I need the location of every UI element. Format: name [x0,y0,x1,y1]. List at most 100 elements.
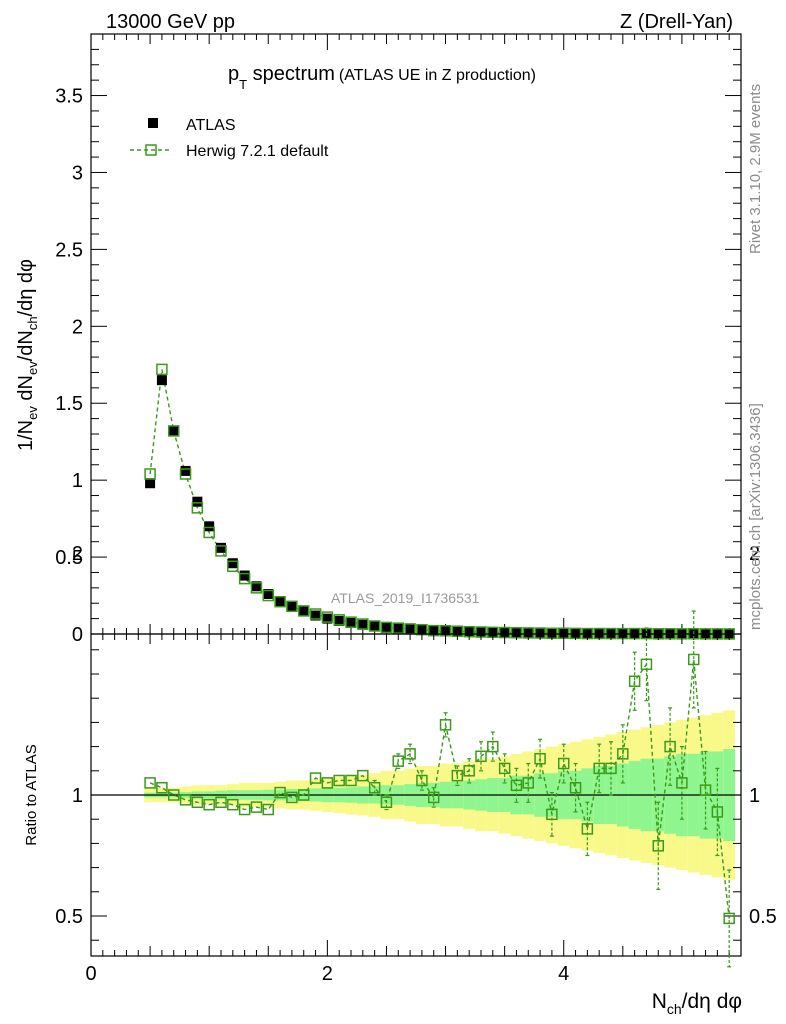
atlas-point [286,601,297,612]
atlas-point [275,596,286,607]
atlas-point [511,627,522,638]
legend: ATLAS Herwig 7.2.1 default [130,117,329,160]
herwig-point [368,620,381,632]
main-axes: 0 0.5 1 1.5 2 2.5 3 3.5 [55,33,742,646]
atlas-point [216,542,226,553]
atlas-point [452,626,463,637]
atlas-point [204,521,215,532]
herwig-ratio-point [569,781,582,794]
herwig-ratio-point [357,769,369,782]
herwig-point [274,595,286,608]
herwig-point [297,605,310,617]
herwig-ratio-point [286,791,298,804]
mcplots-label: mcplots.cern.ch [arXiv:1306.3436] [747,403,764,630]
atlas-point [428,625,439,636]
atlas-point [535,628,546,639]
legend-marker-atlas [148,118,158,128]
herwig-ratio-point [463,765,475,777]
herwig-ratio-point [546,808,558,821]
atlas-point [558,628,569,639]
y-tick-label: 2 [72,316,83,338]
atlas-point [546,628,557,639]
y-tick-label: 3 [72,162,83,184]
herwig-point [179,468,192,480]
herwig-point [238,572,251,585]
atlas-point [440,626,451,637]
herwig-ratio-point [687,653,700,666]
herwig-ratio-point [711,806,724,818]
atlas-point [145,478,156,489]
herwig-ratio-point [250,801,263,813]
herwig-ratio-point [380,796,393,809]
header-left: 13000 GeV pp [106,11,235,33]
analysis-watermark: ATLAS_2019_I1736531 [331,590,480,606]
herwig-point [286,600,298,613]
herwig-ratio-point [617,748,629,760]
ratio-y-tick-label-right: 1 [749,785,760,807]
atlas-point [322,613,333,624]
atlas-point [251,581,262,592]
main-ylabel: 1/Nev dNev/dNch/dη dφ [15,259,40,451]
ratio-ylabel: Ratio to ATLAS [23,744,40,845]
atlas-point [346,617,356,628]
herwig-ratio-point [510,779,523,792]
herwig-point [309,608,322,620]
atlas-point [369,621,380,632]
herwig-ratio-point [664,740,676,753]
atlas-point [499,627,510,638]
herwig-ratio-point [179,794,192,806]
atlas-point [227,558,238,569]
herwig-ratio-point [274,786,286,799]
herwig-point [380,621,393,634]
herwig-ratio-point [723,912,735,925]
ratio-y-tick-label-right: 0.5 [749,906,777,928]
herwig-ratio-point [368,781,381,794]
herwig-point [333,614,345,626]
herwig-ratio-point [652,840,665,852]
herwig-point [262,589,275,602]
herwig-ratio-point [416,774,428,787]
herwig-point [250,582,263,594]
herwig-ratio-point [191,796,204,809]
herwig-ratio-point [534,752,546,765]
herwig-ratio-point [345,774,357,787]
herwig-ratio-point [439,719,452,731]
atlas-point [487,627,498,638]
y-tick-label: 0.5 [55,547,83,569]
header-right: Z (Drell-Yan) [620,11,733,33]
x-tick-label: 0 [85,963,96,985]
herwig-point [156,363,168,376]
x-tick-label: 2 [322,963,333,985]
herwig-ratio-point [309,772,322,784]
ratio-y-tick-label: 2 [72,543,83,565]
legend-marker-herwig [145,144,157,156]
herwig-ratio-point [238,803,251,816]
herwig-ratio-point [676,777,688,789]
herwig-point [357,618,369,630]
herwig-ratio-point [593,762,605,775]
herwig-ratio-point [427,791,440,804]
atlas-point [310,610,321,621]
herwig-ratio-point [215,796,227,809]
legend-label-herwig: Herwig 7.2.1 default [186,143,329,160]
atlas-point [298,605,309,616]
herwig-ratio-point [297,789,310,801]
herwig-ratio-point [605,762,617,775]
herwig-ratio-point [167,789,180,801]
x-axis-label: Nch/dη dφ [652,990,742,1017]
herwig-point [167,425,180,437]
atlas-point [416,625,427,635]
herwig-point [191,502,204,514]
y-tick-label: 3.5 [55,86,83,108]
atlas-point [192,496,203,507]
ratio-y-tick-label-right: 2 [749,543,760,565]
herwig-ratio-point [581,823,594,835]
atlas-point [263,589,274,599]
atlas-point [180,465,191,476]
ratio-marks [144,610,735,968]
x-tick-label: 4 [558,963,569,985]
ratio-y-tick-label: 0.5 [55,906,83,928]
herwig-ratio-point [227,798,239,811]
herwig-point [392,622,405,634]
herwig-point [203,526,215,539]
